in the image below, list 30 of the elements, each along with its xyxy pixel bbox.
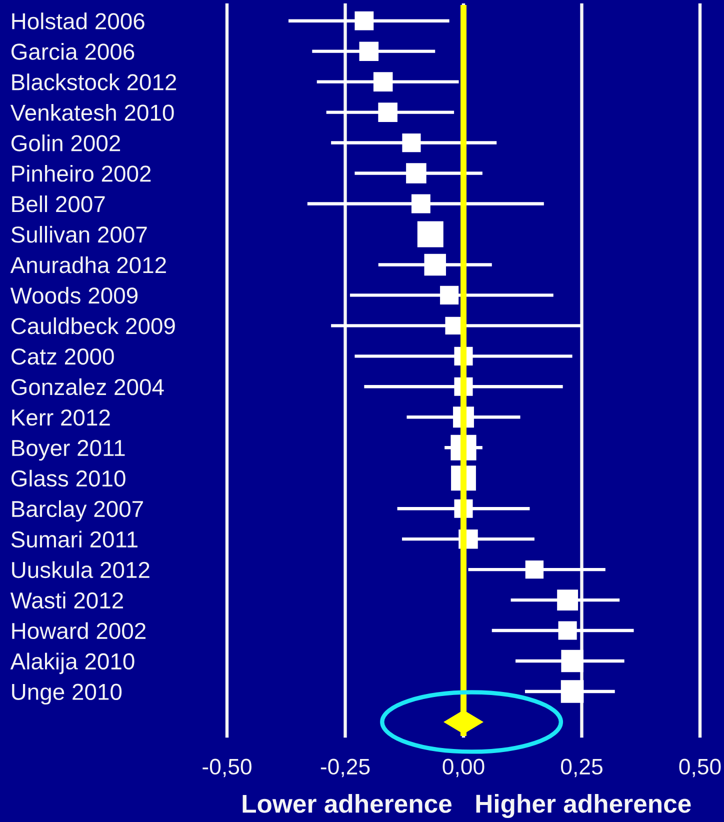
y-tick-label: Golin 2002 [11, 134, 120, 152]
text: Lower adherence [242, 794, 452, 813]
y-tick-label: Barclay 2007 [12, 500, 143, 522]
y-tick-label: Venkatesh 2010 [10, 104, 174, 121]
y-tick-label: Garcia 2006 [11, 43, 134, 60]
y-tick-label: Catz 2000 [11, 348, 114, 365]
y-tick-label: Glass 2010 [11, 470, 126, 487]
x-tick-label: 0,00 [442, 758, 484, 778]
y-tick-label: Uuskula 2012 [12, 561, 150, 578]
y-tick-label: Sullivan 2007 [11, 226, 147, 243]
y-tick-label: Boyer 2011 [12, 440, 125, 461]
y-tick-label: Alakija 2010 [10, 652, 134, 674]
y-tick-label: Kerr 2012 [12, 409, 110, 426]
y-tick-label: Bell 2007 [12, 195, 105, 212]
x-tick-label: -0,50 [202, 758, 252, 778]
y-tick-label: Cauldbeck 2009 [11, 317, 175, 334]
y-tick-label: Woods 2009 [10, 286, 138, 304]
x-tick-label: -0,25 [320, 758, 370, 778]
y-tick-label: Pinheiro 2002 [12, 164, 151, 182]
x-tick-label: 0,25 [560, 758, 602, 778]
y-tick-label: Gonzalez 2004 [11, 378, 164, 396]
y-tick-label: Wasti 2012 [10, 592, 123, 609]
y-tick-label: Unge 2010 [12, 684, 122, 705]
text: Higher adherence [476, 794, 691, 818]
y-tick-label: Howard 2002 [12, 622, 146, 640]
y-tick-label: Sumari 2011 [11, 530, 138, 548]
y-tick-label: Holstad 2006 [12, 12, 144, 30]
x-tick-label: 0,50 [679, 758, 721, 778]
y-tick-label: Blackstock 2012 [12, 74, 176, 90]
y-tick-label: Anuradha 2012 [10, 256, 166, 274]
